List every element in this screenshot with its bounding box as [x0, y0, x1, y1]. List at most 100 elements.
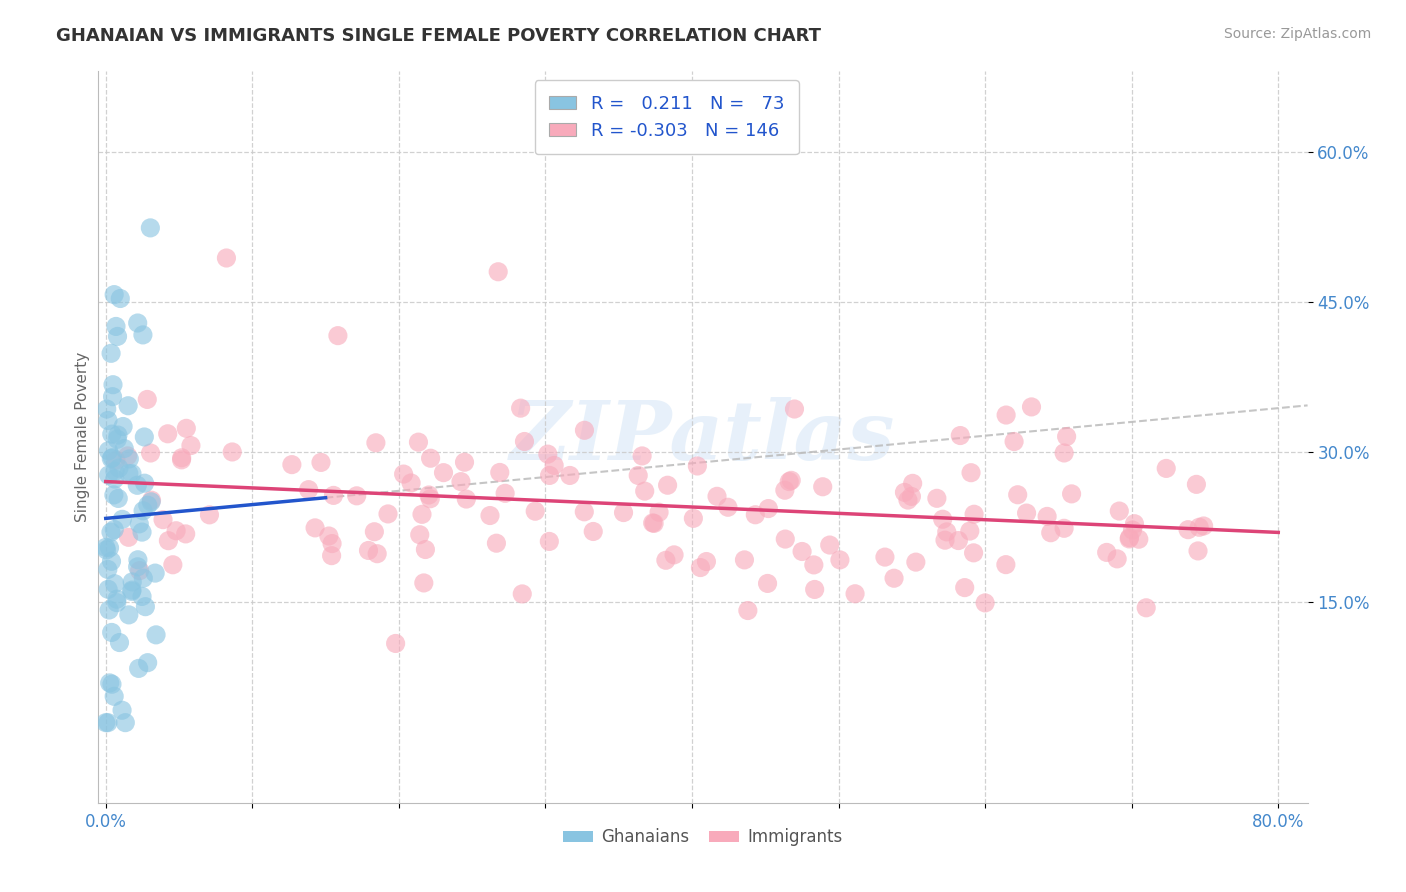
Point: [309, 455, 332, 469]
Point: [695, 555, 717, 569]
Point: [103, 287, 125, 301]
Point: [97, 715, 120, 730]
Point: [574, 505, 596, 519]
Point: [100, 554, 122, 568]
Point: [156, 426, 179, 441]
Point: [94, 541, 117, 555]
Point: [108, 635, 131, 649]
Point: [112, 442, 135, 456]
Point: [494, 486, 516, 500]
Point: [134, 599, 156, 614]
Point: [901, 476, 924, 491]
Point: [733, 553, 755, 567]
Point: [974, 596, 997, 610]
Point: [415, 542, 437, 557]
Point: [631, 449, 654, 463]
Point: [510, 587, 533, 601]
Point: [139, 495, 162, 509]
Point: [409, 527, 432, 541]
Point: [131, 590, 153, 604]
Point: [132, 327, 155, 342]
Point: [180, 438, 202, 452]
Point: [485, 536, 508, 550]
Point: [198, 508, 221, 522]
Point: [128, 564, 150, 578]
Point: [1107, 552, 1129, 566]
Point: [479, 508, 502, 523]
Point: [132, 571, 155, 585]
Point: [107, 329, 129, 343]
Point: [136, 498, 159, 512]
Point: [134, 476, 156, 491]
Point: [128, 661, 150, 675]
Point: [103, 523, 125, 537]
Point: [132, 504, 155, 518]
Point: [1185, 477, 1208, 491]
Point: [105, 432, 128, 446]
Point: [100, 451, 122, 466]
Point: [1154, 461, 1177, 475]
Point: [326, 328, 349, 343]
Point: [127, 559, 149, 574]
Point: [157, 533, 180, 548]
Point: [1128, 533, 1150, 547]
Point: [662, 548, 685, 562]
Point: [818, 538, 841, 552]
Point: [104, 576, 127, 591]
Point: [97, 443, 120, 458]
Point: [221, 445, 243, 459]
Point: [127, 316, 149, 330]
Point: [537, 447, 560, 461]
Point: [131, 525, 153, 540]
Point: [96, 543, 118, 558]
Point: [1053, 446, 1076, 460]
Point: [513, 434, 536, 449]
Point: [925, 491, 948, 506]
Point: [538, 534, 561, 549]
Point: [737, 603, 759, 617]
Point: [104, 319, 127, 334]
Point: [118, 467, 141, 481]
Point: [641, 516, 664, 530]
Point: [953, 581, 976, 595]
Point: [419, 451, 441, 466]
Point: [453, 455, 475, 469]
Point: [456, 491, 478, 506]
Point: [98, 603, 121, 617]
Point: [111, 703, 134, 717]
Point: [1095, 545, 1118, 559]
Point: [1021, 400, 1043, 414]
Point: [170, 450, 193, 465]
Point: [418, 488, 440, 502]
Point: [432, 466, 454, 480]
Point: [97, 468, 120, 483]
Point: [932, 512, 955, 526]
Point: [165, 524, 187, 538]
Point: [127, 553, 149, 567]
Point: [107, 428, 129, 442]
Point: [963, 508, 986, 522]
Point: [582, 524, 605, 539]
Point: [790, 544, 813, 558]
Point: [717, 500, 740, 515]
Point: [321, 536, 343, 550]
Point: [1002, 434, 1025, 449]
Point: [783, 402, 806, 417]
Point: [304, 521, 326, 535]
Point: [105, 592, 128, 607]
Point: [117, 399, 139, 413]
Point: [411, 508, 433, 522]
Point: [873, 550, 896, 565]
Y-axis label: Single Female Poverty: Single Female Poverty: [75, 352, 90, 522]
Point: [756, 501, 779, 516]
Text: Source: ZipAtlas.com: Source: ZipAtlas.com: [1223, 27, 1371, 41]
Point: [904, 555, 927, 569]
Point: [384, 636, 406, 650]
Point: [1015, 506, 1038, 520]
Point: [100, 625, 122, 640]
Point: [1188, 520, 1211, 534]
Point: [101, 450, 124, 465]
Legend: Ghanaians, Immigrants: Ghanaians, Immigrants: [557, 822, 849, 853]
Point: [170, 453, 193, 467]
Point: [364, 435, 387, 450]
